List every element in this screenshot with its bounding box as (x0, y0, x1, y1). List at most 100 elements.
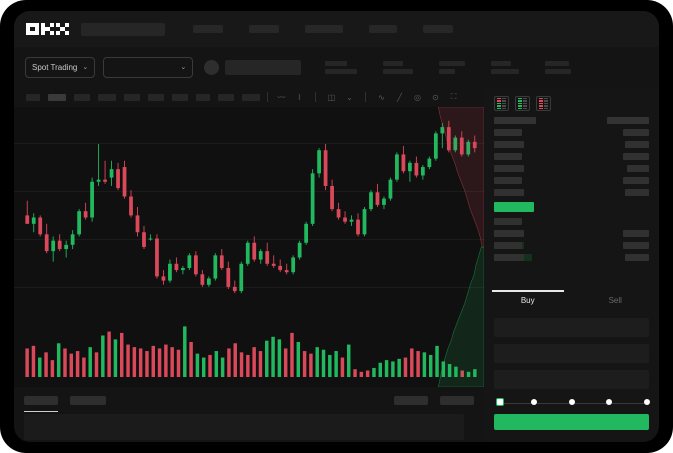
toggle-bars (497, 97, 501, 110)
timeframe-button-3[interactable] (74, 93, 90, 101)
order-price (494, 153, 522, 160)
toggle-bar (539, 97, 543, 100)
stat-label (439, 60, 466, 66)
order-book-ask-row[interactable] (494, 129, 649, 136)
toggle-bar (502, 100, 506, 102)
spot-trading-dropdown[interactable]: Spot Trading ⌄ (25, 56, 96, 78)
toolbar-divider (267, 92, 268, 102)
slider-stop-75[interactable] (606, 399, 613, 405)
order-amount-field[interactable] (494, 344, 649, 363)
tab-sell[interactable]: Sell (608, 295, 622, 305)
timeframe-button-10[interactable] (242, 93, 260, 101)
percent-slider-wrap[interactable] (484, 389, 659, 408)
order-size (627, 165, 649, 172)
spot-trading-label: Spot Trading (32, 62, 78, 72)
toggle-bar (502, 102, 506, 105)
toggle-bar (518, 102, 522, 105)
order-price (494, 242, 522, 249)
okx-logo[interactable] (26, 22, 69, 36)
slider-stop-50[interactable] (568, 399, 575, 405)
nav-item-2[interactable] (249, 25, 279, 33)
toolbar-divider (315, 92, 316, 102)
order-book-ask-row[interactable] (494, 177, 649, 184)
timeframe-button-2[interactable] (48, 93, 66, 101)
order-book-ask-row[interactable] (494, 153, 649, 160)
timeframe-button-9[interactable] (218, 93, 234, 101)
market-stats (325, 60, 572, 74)
toggle-bar (502, 105, 506, 107)
order-price-field[interactable] (494, 318, 649, 337)
order-book-bid-row[interactable] (494, 242, 649, 249)
trading-pair-dropdown[interactable]: ⌄ (103, 56, 194, 78)
toggle-bar (544, 105, 548, 107)
coin-avatar (204, 59, 220, 75)
indicator-icon[interactable]: 〰 (277, 92, 286, 102)
buy-submit-button[interactable] (494, 414, 649, 430)
order-book-ask-row[interactable] (494, 141, 649, 148)
stat-value (491, 68, 520, 74)
screen: Spot Trading ⌄ ⌄ 〰 ⌇ ◫ ⌄ ∿ ╱ ◎ ⊙ ⛶ (14, 11, 659, 442)
timeframe-button-1[interactable] (26, 93, 40, 101)
toggle-bar (539, 100, 543, 102)
orderbook-both-icon[interactable] (494, 96, 509, 111)
order-book-header (484, 111, 659, 124)
toggle-bar (539, 102, 543, 105)
order-size (623, 177, 649, 184)
orders-action-2[interactable] (440, 396, 474, 405)
search-input[interactable] (81, 22, 165, 36)
order-book-bid-row[interactable] (494, 218, 649, 225)
market-stat-3 (439, 60, 466, 74)
toggle-bar (518, 100, 522, 102)
toggle-bar (497, 100, 501, 102)
compare-icon[interactable]: ⌇ (297, 92, 302, 102)
nav-item-4[interactable] (369, 25, 397, 33)
nav-item-1[interactable] (193, 25, 223, 33)
toggle-bars (518, 97, 522, 110)
order-size (623, 230, 649, 237)
order-book-bid-row[interactable] (494, 230, 649, 237)
timeframe-button-5[interactable] (124, 93, 140, 101)
gridline (14, 191, 484, 192)
order-book-ask-row[interactable] (494, 189, 649, 196)
alert-icon[interactable]: ◫ (327, 92, 336, 102)
toggle-bar (523, 102, 527, 105)
slider-handle[interactable] (496, 398, 504, 406)
camera-icon[interactable]: ◎ (414, 92, 421, 102)
chevron-down-icon[interactable]: ⌄ (346, 92, 353, 102)
order-price (494, 230, 524, 237)
nav-item-5[interactable] (423, 25, 453, 33)
percent-slider[interactable] (496, 398, 650, 408)
candlestick-series (25, 120, 477, 294)
order-size (625, 254, 649, 261)
slider-stop-100[interactable] (644, 399, 650, 405)
order-book-panel (484, 87, 659, 290)
stat-value (325, 68, 358, 74)
timeframe-button-4[interactable] (98, 93, 116, 101)
timeframe-button-6[interactable] (148, 93, 164, 101)
order-total-field[interactable] (494, 370, 649, 389)
order-book-last-price (494, 202, 534, 212)
order-book-bid-row[interactable] (494, 254, 649, 261)
settings-icon[interactable]: ⊙ (432, 92, 439, 102)
timeframe-button-7[interactable] (172, 93, 188, 101)
logo-glyph-x (56, 22, 69, 36)
slider-stop-25[interactable] (530, 399, 537, 405)
fullscreen-icon[interactable]: ⛶ (450, 92, 457, 101)
orders-tab-1[interactable] (24, 396, 58, 412)
order-price (494, 189, 524, 196)
magnet-icon[interactable]: ╱ (397, 92, 402, 102)
tab-buy[interactable]: Buy (484, 290, 572, 310)
order-book-ask-row[interactable] (494, 165, 649, 172)
timeframe-button-8[interactable] (196, 93, 210, 101)
chevron-down-icon: ⌄ (82, 63, 89, 71)
orders-tab-2[interactable] (70, 396, 106, 405)
orders-actions (394, 396, 474, 405)
price-chart-panel[interactable] (14, 107, 484, 387)
orders-action-1[interactable] (394, 396, 428, 405)
order-book-col-price (494, 117, 536, 124)
orderbook-bids-icon[interactable] (515, 96, 530, 111)
line-chart-icon[interactable]: ∿ (378, 92, 385, 102)
last-price-value (225, 59, 302, 75)
nav-item-3[interactable] (305, 25, 343, 33)
orderbook-asks-icon[interactable] (536, 96, 551, 111)
